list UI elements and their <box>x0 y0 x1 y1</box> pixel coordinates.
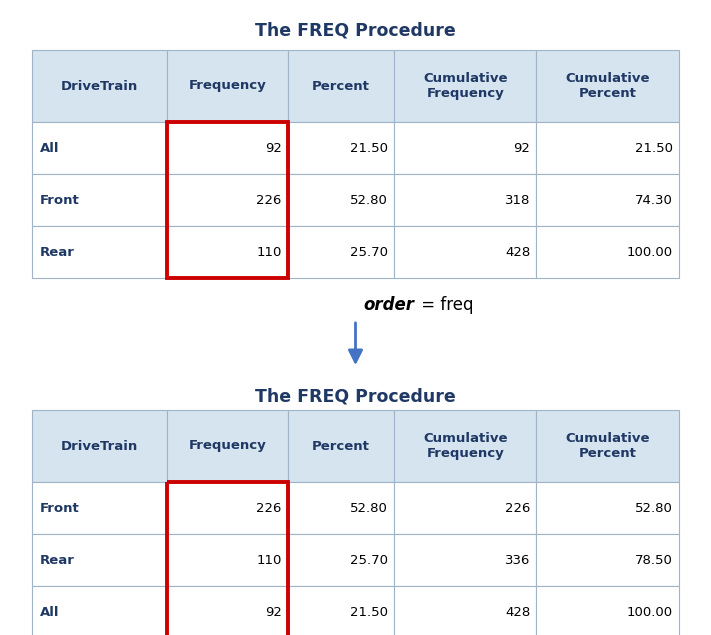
Bar <box>536 122 679 174</box>
Text: The FREQ Procedure: The FREQ Procedure <box>255 22 456 40</box>
Text: 21.50: 21.50 <box>350 142 388 154</box>
Text: 100.00: 100.00 <box>627 606 673 618</box>
Bar <box>167 122 288 174</box>
Bar <box>394 50 536 122</box>
Text: 92: 92 <box>513 142 530 154</box>
Text: 318: 318 <box>505 194 530 206</box>
Text: All: All <box>40 606 60 618</box>
Text: 25.70: 25.70 <box>350 554 388 566</box>
Text: 21.50: 21.50 <box>635 142 673 154</box>
Text: DriveTrain: DriveTrain <box>61 79 138 93</box>
Bar <box>536 586 679 635</box>
Bar <box>288 482 394 534</box>
Bar <box>167 226 288 278</box>
Text: 226: 226 <box>257 502 282 514</box>
Text: All: All <box>40 142 60 154</box>
Bar <box>288 534 394 586</box>
Bar <box>536 174 679 226</box>
Bar <box>32 482 167 534</box>
Bar <box>167 122 288 278</box>
Bar <box>32 122 167 174</box>
Text: 21.50: 21.50 <box>350 606 388 618</box>
Text: 78.50: 78.50 <box>635 554 673 566</box>
Text: 52.80: 52.80 <box>350 194 388 206</box>
Bar <box>288 586 394 635</box>
Text: Front: Front <box>40 194 80 206</box>
Text: 336: 336 <box>505 554 530 566</box>
Text: 52.80: 52.80 <box>350 502 388 514</box>
Bar <box>288 174 394 226</box>
Text: 226: 226 <box>505 502 530 514</box>
Bar <box>394 226 536 278</box>
Text: 52.80: 52.80 <box>635 502 673 514</box>
Bar <box>167 482 288 534</box>
Text: Cumulative
Percent: Cumulative Percent <box>565 72 650 100</box>
Bar <box>288 50 394 122</box>
Bar <box>32 410 167 482</box>
Text: 428: 428 <box>506 246 530 258</box>
Bar <box>32 534 167 586</box>
Bar <box>167 410 288 482</box>
Bar <box>167 50 288 122</box>
Text: 110: 110 <box>257 554 282 566</box>
Bar <box>167 482 288 635</box>
Text: 428: 428 <box>506 606 530 618</box>
Bar <box>394 174 536 226</box>
Text: 92: 92 <box>265 142 282 154</box>
Bar <box>394 482 536 534</box>
Bar <box>167 534 288 586</box>
Bar <box>394 410 536 482</box>
Bar <box>536 482 679 534</box>
Text: Front: Front <box>40 502 80 514</box>
Text: DriveTrain: DriveTrain <box>61 439 138 453</box>
Text: Frequency: Frequency <box>188 439 267 453</box>
Bar <box>167 174 288 226</box>
Bar <box>32 174 167 226</box>
Text: Percent: Percent <box>312 79 370 93</box>
Text: Rear: Rear <box>40 554 75 566</box>
Text: Cumulative
Frequency: Cumulative Frequency <box>423 432 508 460</box>
Text: Rear: Rear <box>40 246 75 258</box>
Bar <box>394 586 536 635</box>
Text: 92: 92 <box>265 606 282 618</box>
Text: Frequency: Frequency <box>188 79 267 93</box>
Text: 74.30: 74.30 <box>635 194 673 206</box>
Bar <box>536 50 679 122</box>
Text: Cumulative
Frequency: Cumulative Frequency <box>423 72 508 100</box>
Bar <box>288 122 394 174</box>
Bar <box>536 226 679 278</box>
Bar <box>536 534 679 586</box>
Text: 100.00: 100.00 <box>627 246 673 258</box>
Text: 25.70: 25.70 <box>350 246 388 258</box>
Text: Cumulative
Percent: Cumulative Percent <box>565 432 650 460</box>
Bar <box>288 226 394 278</box>
Bar <box>288 410 394 482</box>
Bar <box>32 586 167 635</box>
Bar <box>536 410 679 482</box>
Bar <box>32 50 167 122</box>
Bar <box>394 534 536 586</box>
Bar <box>167 586 288 635</box>
Text: = freq: = freq <box>415 296 473 314</box>
Bar <box>32 226 167 278</box>
Text: The FREQ Procedure: The FREQ Procedure <box>255 388 456 406</box>
Bar <box>394 122 536 174</box>
Text: order: order <box>363 296 415 314</box>
Text: Percent: Percent <box>312 439 370 453</box>
Text: 110: 110 <box>257 246 282 258</box>
Text: 226: 226 <box>257 194 282 206</box>
